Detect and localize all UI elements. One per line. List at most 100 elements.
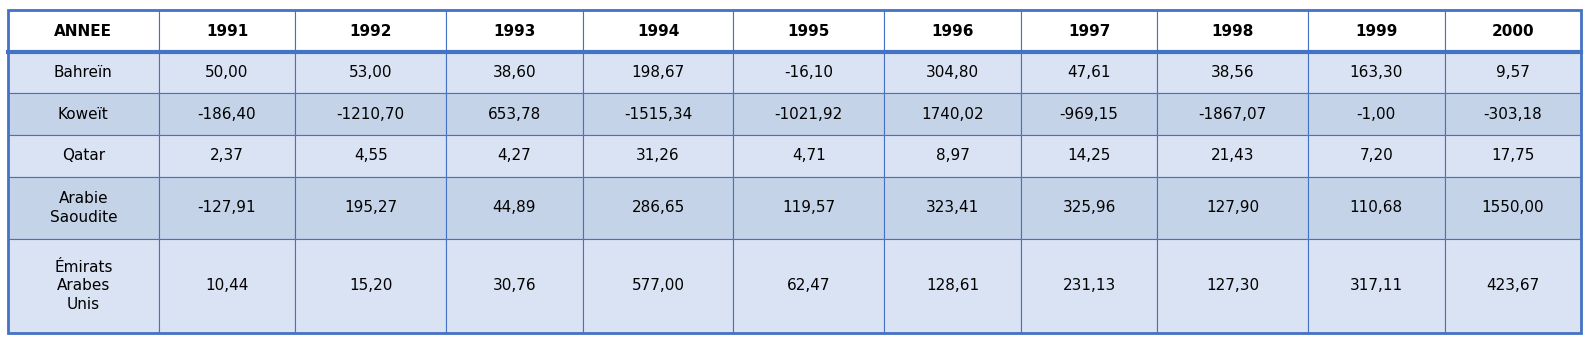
Bar bbox=[734, 177, 885, 239]
Bar bbox=[447, 94, 583, 135]
Bar bbox=[734, 10, 885, 52]
Bar bbox=[734, 10, 885, 52]
Bar bbox=[734, 135, 885, 177]
Text: Arabie
Saoudite: Arabie Saoudite bbox=[49, 191, 118, 225]
Bar bbox=[734, 52, 885, 94]
Bar bbox=[296, 177, 447, 239]
Text: 53,00: 53,00 bbox=[350, 65, 392, 80]
Text: 62,47: 62,47 bbox=[787, 279, 831, 293]
Bar bbox=[8, 52, 159, 94]
Bar bbox=[885, 94, 1020, 135]
Bar bbox=[885, 239, 1020, 333]
Bar bbox=[1308, 135, 1444, 177]
Text: 8,97: 8,97 bbox=[936, 149, 969, 163]
Text: 4,55: 4,55 bbox=[354, 149, 388, 163]
Text: 31,26: 31,26 bbox=[636, 149, 680, 163]
Bar bbox=[583, 52, 734, 94]
Text: 323,41: 323,41 bbox=[926, 200, 979, 215]
Bar bbox=[1444, 239, 1581, 333]
Bar bbox=[1020, 177, 1157, 239]
Bar bbox=[1444, 94, 1581, 135]
Bar bbox=[1308, 177, 1444, 239]
Text: 128,61: 128,61 bbox=[926, 279, 979, 293]
Text: 30,76: 30,76 bbox=[493, 279, 535, 293]
Bar bbox=[8, 52, 159, 94]
Bar bbox=[1308, 239, 1444, 333]
Text: 1740,02: 1740,02 bbox=[922, 107, 984, 122]
Text: -127,91: -127,91 bbox=[197, 200, 256, 215]
Text: 195,27: 195,27 bbox=[345, 200, 397, 215]
Text: 10,44: 10,44 bbox=[205, 279, 249, 293]
Bar bbox=[1157, 135, 1308, 177]
Text: 198,67: 198,67 bbox=[631, 65, 685, 80]
Text: 110,68: 110,68 bbox=[1349, 200, 1403, 215]
Text: 1993: 1993 bbox=[493, 24, 535, 39]
Bar bbox=[583, 10, 734, 52]
Text: -1515,34: -1515,34 bbox=[624, 107, 693, 122]
Bar bbox=[1444, 10, 1581, 52]
Bar bbox=[8, 135, 159, 177]
Bar bbox=[8, 239, 159, 333]
Bar bbox=[296, 239, 447, 333]
Bar bbox=[1020, 239, 1157, 333]
Text: Bahreïn: Bahreïn bbox=[54, 65, 113, 80]
Text: 577,00: 577,00 bbox=[631, 279, 685, 293]
Bar bbox=[159, 135, 296, 177]
Text: 1992: 1992 bbox=[350, 24, 392, 39]
Bar bbox=[1157, 135, 1308, 177]
Bar bbox=[1157, 52, 1308, 94]
Bar bbox=[1444, 94, 1581, 135]
Text: -1210,70: -1210,70 bbox=[337, 107, 405, 122]
Bar bbox=[885, 177, 1020, 239]
Bar bbox=[8, 177, 159, 239]
Bar bbox=[583, 135, 734, 177]
Text: -969,15: -969,15 bbox=[1060, 107, 1119, 122]
Text: 317,11: 317,11 bbox=[1349, 279, 1403, 293]
Bar bbox=[1020, 135, 1157, 177]
Bar bbox=[583, 135, 734, 177]
Text: 127,30: 127,30 bbox=[1206, 279, 1258, 293]
Bar bbox=[1020, 52, 1157, 94]
Bar bbox=[296, 52, 447, 94]
Bar bbox=[885, 52, 1020, 94]
Text: 1996: 1996 bbox=[931, 24, 974, 39]
Bar bbox=[296, 94, 447, 135]
Bar bbox=[8, 177, 159, 239]
Bar bbox=[1308, 52, 1444, 94]
Bar bbox=[447, 52, 583, 94]
Text: 47,61: 47,61 bbox=[1068, 65, 1111, 80]
Text: 1997: 1997 bbox=[1068, 24, 1111, 39]
Text: 15,20: 15,20 bbox=[350, 279, 392, 293]
Bar bbox=[1444, 135, 1581, 177]
Text: 325,96: 325,96 bbox=[1063, 200, 1115, 215]
Bar bbox=[885, 10, 1020, 52]
Bar bbox=[159, 94, 296, 135]
Bar bbox=[885, 94, 1020, 135]
Text: 127,90: 127,90 bbox=[1206, 200, 1258, 215]
Text: 1999: 1999 bbox=[1355, 24, 1397, 39]
Bar bbox=[1020, 10, 1157, 52]
Text: -186,40: -186,40 bbox=[197, 107, 256, 122]
Bar bbox=[734, 94, 885, 135]
Bar bbox=[1308, 239, 1444, 333]
Bar bbox=[1020, 135, 1157, 177]
Text: 7,20: 7,20 bbox=[1360, 149, 1394, 163]
Bar bbox=[734, 177, 885, 239]
Bar bbox=[734, 52, 885, 94]
Bar bbox=[885, 10, 1020, 52]
Bar bbox=[447, 177, 583, 239]
Text: -1867,07: -1867,07 bbox=[1198, 107, 1266, 122]
Bar bbox=[8, 10, 159, 52]
Bar bbox=[583, 52, 734, 94]
Text: Qatar: Qatar bbox=[62, 149, 105, 163]
Bar bbox=[1157, 10, 1308, 52]
Bar bbox=[1444, 177, 1581, 239]
Bar bbox=[159, 10, 296, 52]
Bar bbox=[885, 135, 1020, 177]
Bar bbox=[1157, 177, 1308, 239]
Bar bbox=[159, 94, 296, 135]
Bar bbox=[1020, 94, 1157, 135]
Bar bbox=[447, 10, 583, 52]
Bar bbox=[1020, 177, 1157, 239]
Bar bbox=[447, 10, 583, 52]
